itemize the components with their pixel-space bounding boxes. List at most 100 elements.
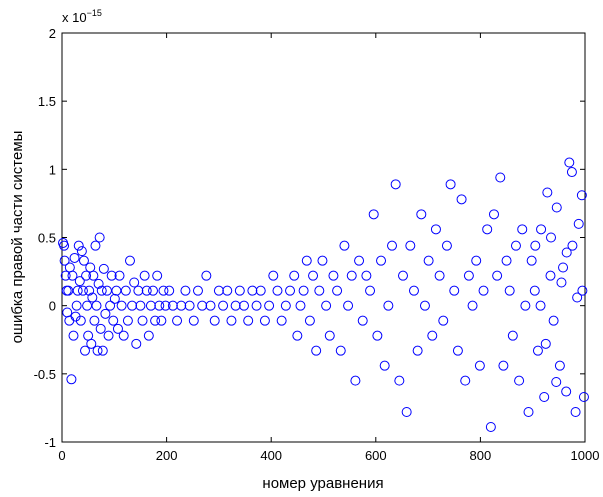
point bbox=[365, 285, 376, 296]
point bbox=[68, 330, 79, 341]
point bbox=[423, 255, 434, 266]
point bbox=[577, 285, 588, 296]
point bbox=[247, 285, 258, 296]
y-tick-label: 2 bbox=[49, 26, 56, 41]
point bbox=[346, 270, 357, 281]
point bbox=[357, 315, 368, 326]
point bbox=[122, 315, 133, 326]
exponent-base: x 10 bbox=[62, 10, 87, 25]
point bbox=[401, 407, 412, 418]
point bbox=[561, 386, 572, 397]
point bbox=[394, 375, 405, 386]
point bbox=[60, 270, 71, 281]
point bbox=[213, 285, 224, 296]
point bbox=[368, 209, 379, 220]
point bbox=[167, 300, 178, 311]
point bbox=[530, 240, 541, 251]
point bbox=[556, 277, 567, 288]
x-tick-label: 1000 bbox=[571, 448, 600, 463]
point bbox=[478, 285, 489, 296]
point bbox=[59, 255, 70, 266]
point bbox=[172, 315, 183, 326]
point bbox=[390, 179, 401, 190]
point bbox=[106, 270, 117, 281]
point bbox=[488, 209, 499, 220]
point bbox=[209, 315, 220, 326]
point bbox=[449, 285, 460, 296]
point bbox=[539, 392, 550, 403]
point bbox=[561, 247, 572, 258]
point bbox=[154, 300, 165, 311]
point bbox=[335, 345, 346, 356]
point bbox=[160, 300, 171, 311]
point bbox=[546, 232, 557, 243]
x-tick-label: 600 bbox=[365, 448, 387, 463]
x-tick-label: 200 bbox=[156, 448, 178, 463]
y-axis-label: ошибка правой части системы bbox=[9, 131, 26, 344]
point bbox=[120, 285, 131, 296]
point bbox=[567, 240, 578, 251]
point bbox=[230, 300, 241, 311]
point bbox=[298, 285, 309, 296]
point bbox=[572, 292, 583, 303]
point bbox=[445, 179, 456, 190]
point bbox=[108, 315, 119, 326]
point bbox=[272, 285, 283, 296]
point bbox=[96, 285, 107, 296]
point bbox=[542, 187, 553, 198]
point bbox=[535, 300, 546, 311]
point bbox=[452, 345, 463, 356]
point bbox=[570, 407, 581, 418]
point bbox=[427, 330, 438, 341]
point bbox=[339, 240, 350, 251]
point bbox=[205, 300, 216, 311]
point bbox=[188, 315, 199, 326]
point bbox=[474, 360, 485, 371]
point bbox=[84, 285, 95, 296]
point bbox=[141, 285, 152, 296]
point bbox=[321, 300, 332, 311]
x-tick-label: 800 bbox=[470, 448, 492, 463]
point bbox=[259, 315, 270, 326]
point bbox=[67, 270, 78, 281]
point bbox=[510, 240, 521, 251]
point bbox=[93, 278, 104, 289]
point bbox=[456, 194, 467, 205]
point bbox=[554, 360, 565, 371]
point bbox=[460, 375, 471, 386]
point bbox=[129, 277, 140, 288]
point bbox=[434, 270, 445, 281]
point bbox=[192, 285, 203, 296]
point bbox=[397, 270, 408, 281]
point bbox=[109, 293, 120, 304]
point bbox=[328, 270, 339, 281]
point bbox=[76, 246, 87, 257]
point bbox=[201, 270, 212, 281]
point bbox=[540, 338, 551, 349]
point bbox=[523, 407, 534, 418]
point bbox=[383, 300, 394, 311]
point bbox=[86, 338, 97, 349]
point bbox=[564, 157, 575, 168]
point bbox=[66, 374, 77, 385]
point bbox=[127, 300, 138, 311]
point bbox=[551, 377, 562, 388]
point bbox=[150, 315, 161, 326]
point bbox=[80, 345, 91, 356]
point bbox=[88, 270, 99, 281]
point bbox=[91, 300, 102, 311]
point bbox=[78, 255, 89, 266]
point bbox=[255, 285, 266, 296]
point bbox=[100, 308, 111, 319]
point bbox=[72, 285, 83, 296]
point bbox=[529, 285, 540, 296]
point bbox=[218, 300, 229, 311]
point bbox=[133, 285, 144, 296]
point bbox=[332, 285, 343, 296]
point bbox=[280, 300, 291, 311]
point bbox=[90, 240, 101, 251]
point bbox=[234, 285, 245, 296]
point bbox=[226, 315, 237, 326]
point bbox=[74, 276, 85, 287]
